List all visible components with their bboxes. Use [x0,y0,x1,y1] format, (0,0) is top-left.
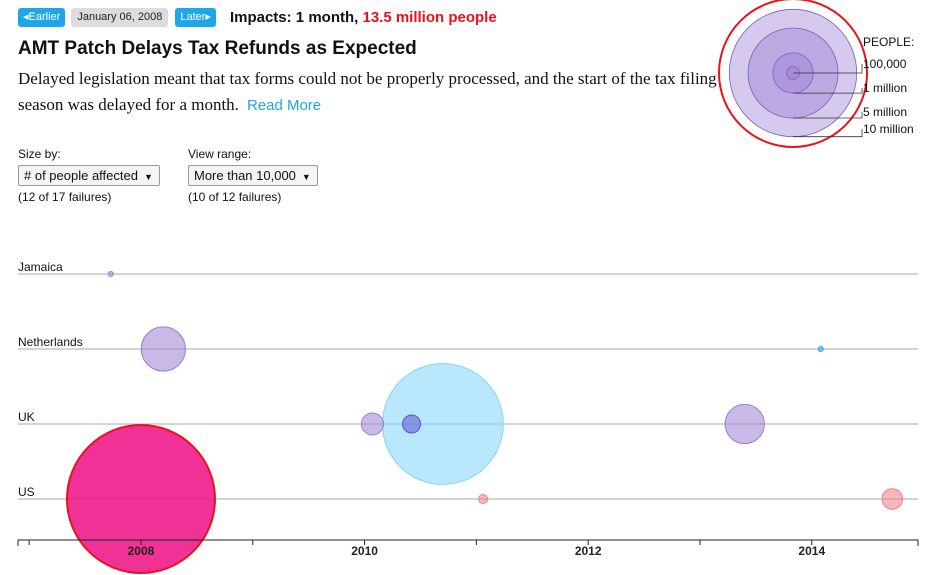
triangle-right-icon: ▸ [205,10,211,23]
data-point-uk[interactable] [360,412,384,436]
current-date: January 06, 2008 [71,7,169,27]
impacts-summary: Impacts: 1 month, 13.5 million people [230,9,497,26]
legend-leader [793,129,863,138]
earlier-button[interactable]: ◂Earlier [18,7,66,27]
legend-label: 10 million [863,122,914,136]
row-label-uk: UK [18,410,35,424]
size-by-select[interactable]: # of people affected ▼ [18,165,160,186]
data-point-netherlands[interactable] [817,346,824,352]
row-label-us: US [18,485,35,499]
view-range-value: More than 10,000 [194,168,296,183]
view-range-label: View range: [188,147,252,161]
data-point-netherlands[interactable] [140,326,186,372]
data-point-uk[interactable] [402,414,422,434]
read-more-link[interactable]: Read More [246,97,322,114]
size-by-control: Size by: # of people affected ▼ (12 of 17… [18,147,160,204]
x-tick-label: 2012 [575,544,602,558]
triangle-left-icon: ◂ [23,10,29,23]
dropdown-arrow-icon: ▼ [143,172,153,182]
legend-label: 5 million [863,105,907,119]
size-by-value: # of people affected [24,168,138,183]
legend-leader [793,88,863,94]
legend-label: 1 million [863,81,907,95]
story-description-text: Delayed legislation meant that tax forms… [18,69,717,114]
dropdown-arrow-icon: ▼ [301,172,311,182]
legend-title: PEOPLE: [863,35,914,49]
timeline-nav: ◂Earlier January 06, 2008 Later▸ Impacts… [18,6,497,28]
x-tick-label: 2010 [351,544,378,558]
x-tick-label: 2014 [798,544,825,558]
story-description: Delayed legislation meant that tax forms… [18,66,718,119]
data-point-uk[interactable] [381,363,504,485]
legend-leader [793,64,863,74]
earlier-label: Earlier [28,10,61,23]
x-tick-label: 2008 [128,544,155,558]
data-point-jamaica[interactable] [107,271,114,277]
data-point-us[interactable] [65,424,216,574]
view-range-control: View range: More than 10,000 ▼ (10 of 12 … [188,147,318,204]
story-title: AMT Patch Delays Tax Refunds as Expected [18,38,417,59]
size-by-label: Size by: [18,147,61,161]
legend-leader [793,112,863,119]
view-range-note: (10 of 12 failures) [188,190,282,204]
data-point-us[interactable] [478,493,489,505]
later-label: Later [180,10,206,23]
impacts-people: 13.5 million people [362,8,497,26]
view-range-select[interactable]: More than 10,000 ▼ [188,165,318,186]
size-by-note: (12 of 17 failures) [18,190,112,204]
legend-highlight-ring [718,0,868,148]
row-label-netherlands: Netherlands [18,335,83,349]
impacts-prefix: Impacts: 1 month, [229,8,363,26]
data-point-uk[interactable] [724,403,765,445]
legend-label: 100,000 [863,57,907,71]
later-button[interactable]: Later▸ [175,7,216,27]
row-label-jamaica: Jamaica [18,260,63,274]
data-point-us[interactable] [881,488,904,510]
